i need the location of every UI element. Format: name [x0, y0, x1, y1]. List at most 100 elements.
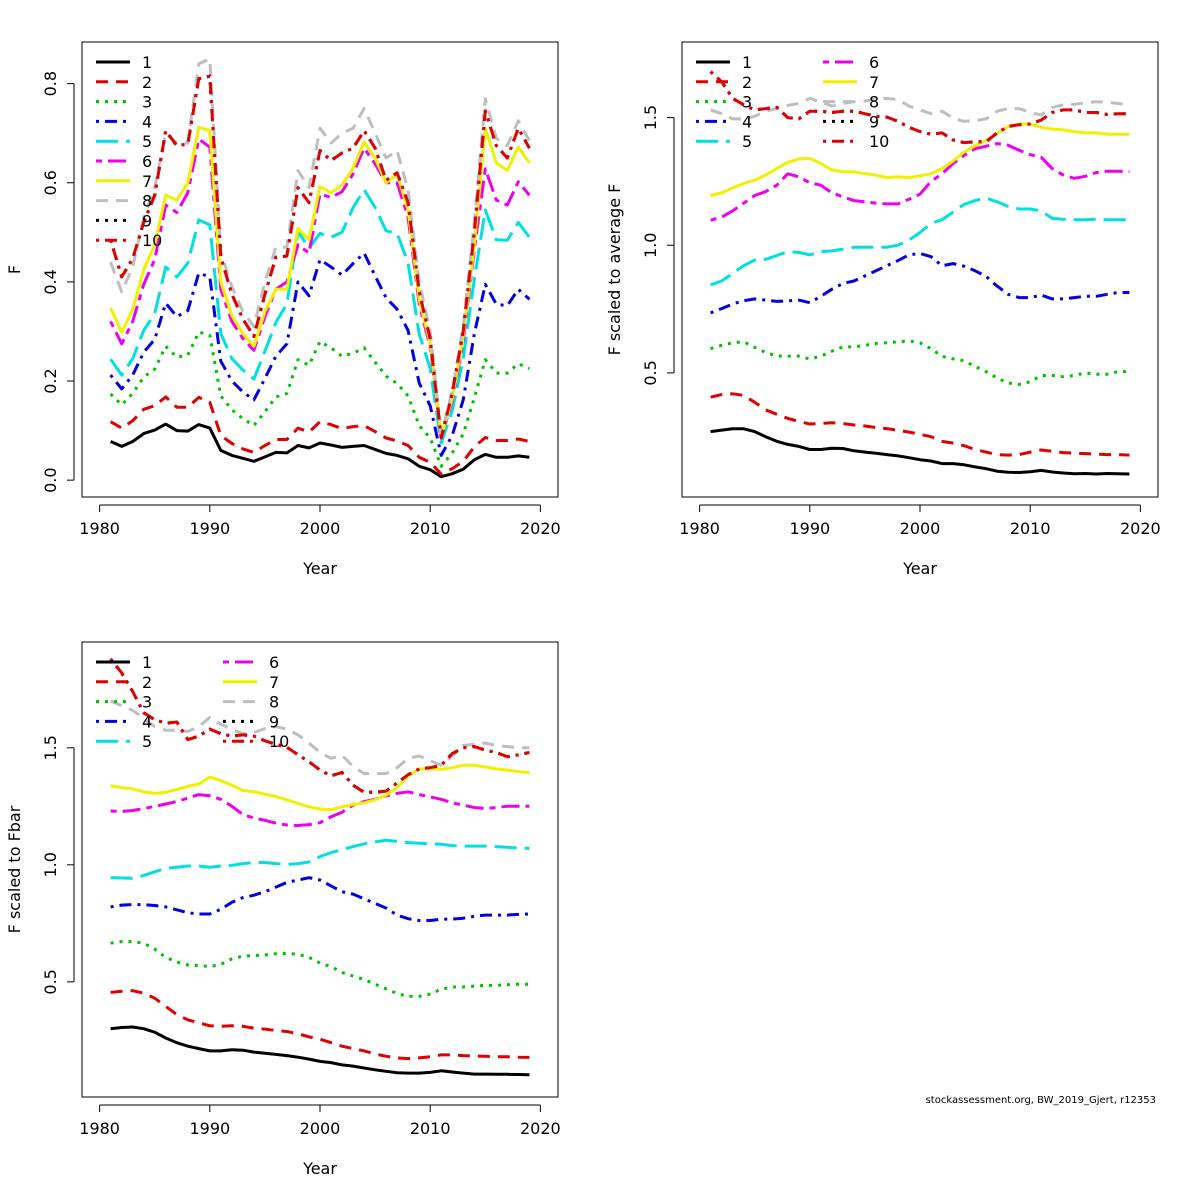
series-line-4	[110, 876, 530, 922]
x-axis: 1980 1990 2000 2010 2020 Year	[79, 1104, 561, 1178]
series-line-1	[710, 427, 1130, 476]
legend-label-1: 1	[142, 53, 152, 72]
x-tick-label: 2010	[1010, 519, 1051, 538]
legend-label-9: 9	[869, 112, 879, 131]
series-line-5	[109, 188, 531, 445]
x-tick-label: 1980	[679, 519, 720, 538]
series-line-4	[710, 251, 1130, 315]
legend-label-1: 1	[742, 53, 752, 72]
y-tick-label: 0.5	[641, 360, 660, 385]
legend-label-1: 1	[142, 653, 152, 672]
x-axis: 1980 1990 2000 2010 2020 Year	[679, 504, 1161, 578]
series-line-8	[710, 96, 1130, 123]
series-line-7	[710, 122, 1130, 197]
legend-label-3: 3	[742, 93, 752, 112]
plot-frame	[681, 41, 1159, 498]
legend-label-6: 6	[869, 53, 879, 72]
legend-label-2: 2	[142, 73, 152, 92]
series-line-6	[110, 790, 530, 827]
y-tick-label: 0.0	[41, 467, 60, 492]
y-axis: 0.5 1.0 1.5 F scaled to average F	[605, 105, 675, 386]
plot-frame	[81, 41, 559, 498]
y-tick-label: 1.5	[641, 105, 660, 130]
series-line-7	[110, 763, 530, 812]
chart-panel-1: 1980 1990 2000 2010 2020 Year 0.0 0.2 0.4 0.6 0.8 F…	[5, 41, 561, 578]
legend-label-10: 10	[142, 231, 162, 250]
y-axis-label: F	[5, 265, 24, 274]
x-tick-label: 1990	[189, 1119, 230, 1138]
footer-credit: stockassessment.org, BW_2019_Gjert, r123…	[926, 1095, 1156, 1106]
y-tick-label: 0.5	[41, 969, 60, 994]
legend-label-7: 7	[142, 172, 152, 191]
legend-label-8: 8	[269, 693, 279, 712]
x-tick-label: 1980	[79, 1119, 120, 1138]
y-tick-label: 0.6	[41, 170, 60, 195]
series-line-4	[109, 251, 531, 457]
series-line-2	[710, 392, 1130, 457]
y-tick-label: 1.0	[641, 233, 660, 258]
y-tick-label: 1.0	[41, 852, 60, 877]
legend-label-9: 9	[269, 712, 279, 731]
series-line-2	[109, 395, 530, 476]
series-line-8	[110, 699, 530, 775]
y-axis-label: F scaled to average F	[605, 184, 624, 356]
legend-label-4: 4	[142, 112, 152, 131]
x-axis-label: Year	[302, 559, 337, 578]
x-axis-label: Year	[302, 1159, 337, 1178]
legend-label-5: 5	[142, 732, 152, 751]
legend-label-9: 9	[142, 211, 152, 230]
series-line-1	[109, 422, 530, 479]
x-tick-label: 1990	[189, 519, 230, 538]
y-tick-label: 0.8	[41, 71, 60, 96]
y-axis: 0.5 1.0 1.5 F scaled to Fbar	[5, 735, 75, 995]
plot-frame	[81, 641, 559, 1098]
series-line-10	[109, 657, 530, 794]
y-tick-label: 0.4	[41, 269, 60, 294]
x-tick-label: 2020	[520, 1119, 561, 1138]
x-axis: 1980 1990 2000 2010 2020 Year	[79, 504, 561, 578]
x-tick-label: 2010	[410, 519, 451, 538]
y-axis-label: F scaled to Fbar	[5, 805, 24, 933]
x-tick-label: 2010	[410, 1119, 451, 1138]
chart-panel-3: 1980 1990 2000 2010 2020 Year 0.5 1.0 1.5 F scale…	[5, 641, 561, 1178]
x-tick-label: 1980	[79, 519, 120, 538]
series-line-10	[709, 70, 1130, 145]
legend-label-3: 3	[142, 93, 152, 112]
legend-label-6: 6	[142, 152, 152, 171]
legend-label-7: 7	[269, 673, 279, 692]
legend-label-5: 5	[742, 132, 752, 151]
legend-label-10: 10	[869, 132, 889, 151]
legend-label-4: 4	[142, 712, 152, 731]
legend-label-2: 2	[742, 73, 752, 92]
legend-label-5: 5	[142, 132, 152, 151]
chart-panel-2: 1980 1990 2000 2010 2020 Year 0.5 1.0 1.5 F scale…	[605, 41, 1161, 578]
series-line-2	[110, 989, 530, 1061]
series-line-3	[710, 339, 1130, 386]
series-line-6	[710, 142, 1130, 222]
legend-label-6: 6	[269, 653, 279, 672]
legend-label-8: 8	[869, 93, 879, 112]
y-tick-label: 1.5	[41, 735, 60, 760]
series-line-5	[710, 196, 1130, 287]
legend-label-7: 7	[869, 73, 879, 92]
series-line-5	[110, 838, 530, 880]
legend-label-3: 3	[142, 693, 152, 712]
x-tick-label: 2020	[520, 519, 561, 538]
x-tick-label: 2000	[900, 519, 941, 538]
x-axis-label: Year	[902, 559, 937, 578]
series-line-10	[109, 74, 531, 440]
series-line-9	[109, 657, 530, 794]
y-tick-label: 0.2	[41, 368, 60, 393]
legend-label-4: 4	[742, 112, 752, 131]
x-tick-label: 1990	[789, 519, 830, 538]
series-line-1	[110, 1025, 530, 1077]
legend-label-2: 2	[142, 673, 152, 692]
x-tick-label: 2000	[300, 519, 341, 538]
x-tick-label: 2020	[1120, 519, 1161, 538]
series-line-8	[109, 57, 531, 437]
legend-label-10: 10	[269, 732, 289, 751]
